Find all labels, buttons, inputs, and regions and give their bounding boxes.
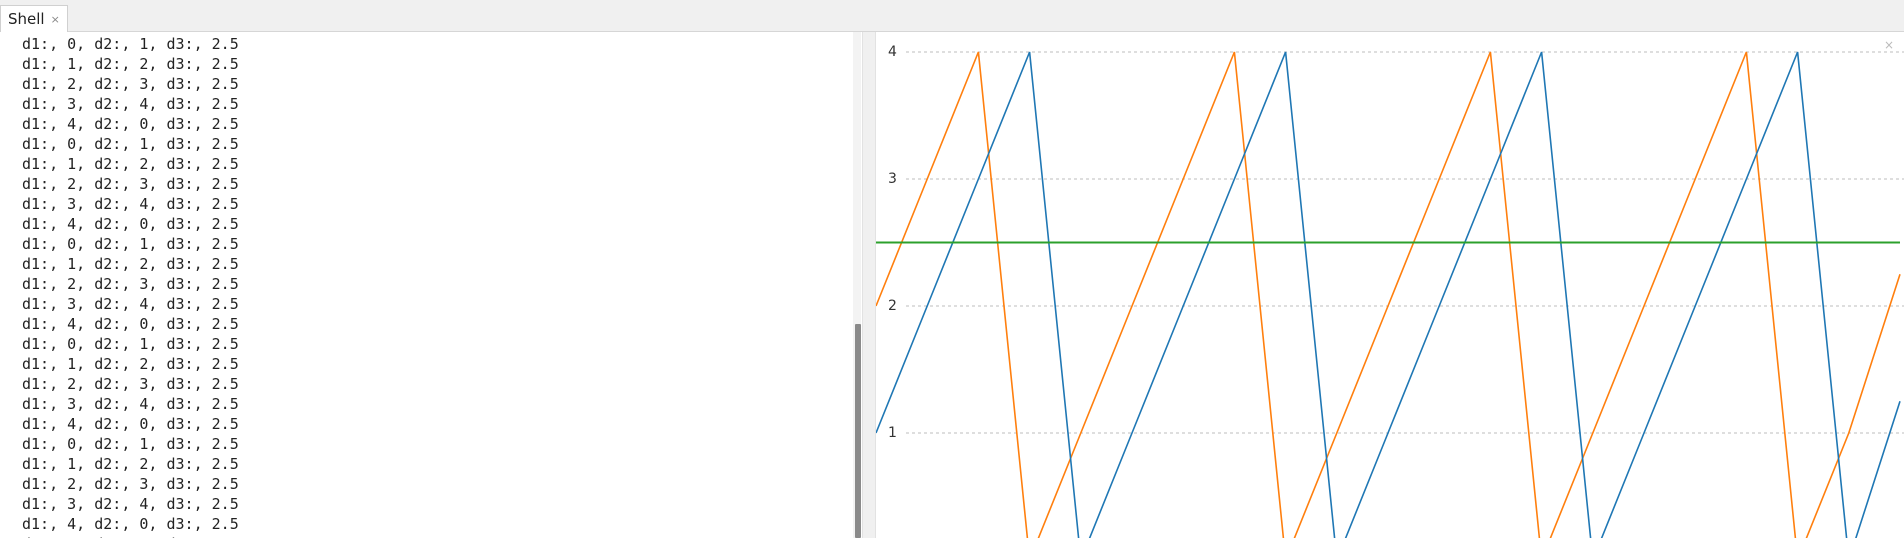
plotter-chart: [876, 51, 1904, 538]
plotter-panel: × 1 2 3 4: [876, 32, 1904, 538]
shell-line: d1:, 1, d2:, 2, d3:, 2.5: [22, 355, 239, 373]
plotter-close-icon[interactable]: ×: [1883, 38, 1894, 52]
shell-line: d1:, 0, d2:, 1, d3:, 2.5: [22, 35, 239, 53]
pane-divider[interactable]: [862, 32, 876, 538]
y-tick-label: 3: [888, 171, 897, 187]
shell-line: d1:, 3, d2:, 4, d3:, 2.5: [22, 495, 239, 513]
tab-shell[interactable]: Shell ×: [0, 5, 68, 32]
shell-line: d1:, 4, d2:, 0, d3:, 2.5: [22, 415, 239, 433]
shell-line: d1:, 0, d2:, 1, d3:, 2.5: [22, 335, 239, 353]
shell-line: d1:, 0, d2:, 1, d3:, 2.5: [22, 435, 239, 453]
shell-line: d1:, 3, d2:, 4, d3:, 2.5: [22, 195, 239, 213]
shell-scrollbar-thumb[interactable]: [855, 324, 861, 538]
tab-shell-label: Shell: [8, 10, 45, 28]
tab-bar: Shell ×: [0, 0, 1904, 32]
y-tick-label: 2: [888, 298, 897, 314]
shell-line: d1:, 3, d2:, 4, d3:, 2.5: [22, 395, 239, 413]
shell-scrollbar-track[interactable]: [853, 32, 861, 538]
shell-line: d1:, 2, d2:, 3, d3:, 2.5: [22, 375, 239, 393]
shell-line: d1:, 2, d2:, 3, d3:, 2.5: [22, 75, 239, 93]
shell-line: d1:, 2, d2:, 3, d3:, 2.5: [22, 175, 239, 193]
series-line-1: [876, 51, 1901, 538]
shell-line: d1:, 0, d2:, 1, d3:, 2.5: [22, 135, 239, 153]
y-tick-label: 4: [888, 44, 897, 60]
shell-line: d1:, 3, d2:, 4, d3:, 2.5: [22, 95, 239, 113]
shell-line: d1:, 0, d2:, 1, d3:, 2.5: [22, 235, 239, 253]
shell-line: d1:, 1, d2:, 2, d3:, 2.5: [22, 55, 239, 73]
y-tick-label: 1: [888, 425, 897, 441]
shell-line: d1:, 4, d2:, 0, d3:, 2.5: [22, 515, 239, 533]
shell-line: d1:, 1, d2:, 2, d3:, 2.5: [22, 155, 239, 173]
shell-line: d1:, 4, d2:, 0, d3:, 2.5: [22, 115, 239, 133]
close-icon[interactable]: ×: [50, 12, 60, 26]
shell-line: d1:, 1, d2:, 2, d3:, 2.5: [22, 255, 239, 273]
shell-line: d1:, 1, d2:, 2, d3:, 2.5: [22, 455, 239, 473]
series-line-0: [876, 51, 1901, 538]
shell-output[interactable]: d1:, 0, d2:, 1, d3:, 2.5 d1:, 1, d2:, 2, …: [0, 32, 855, 538]
shell-line: d1:, 4, d2:, 0, d3:, 2.5: [22, 315, 239, 333]
shell-line: d1:, 0, d2:, 1, d3:, 2.5: [22, 534, 239, 538]
shell-lines: d1:, 0, d2:, 1, d3:, 2.5 d1:, 1, d2:, 2, …: [22, 34, 239, 538]
shell-line: d1:, 4, d2:, 0, d3:, 2.5: [22, 215, 239, 233]
shell-line: d1:, 3, d2:, 4, d3:, 2.5: [22, 295, 239, 313]
shell-line: d1:, 2, d2:, 3, d3:, 2.5: [22, 275, 239, 293]
shell-line: d1:, 2, d2:, 3, d3:, 2.5: [22, 475, 239, 493]
